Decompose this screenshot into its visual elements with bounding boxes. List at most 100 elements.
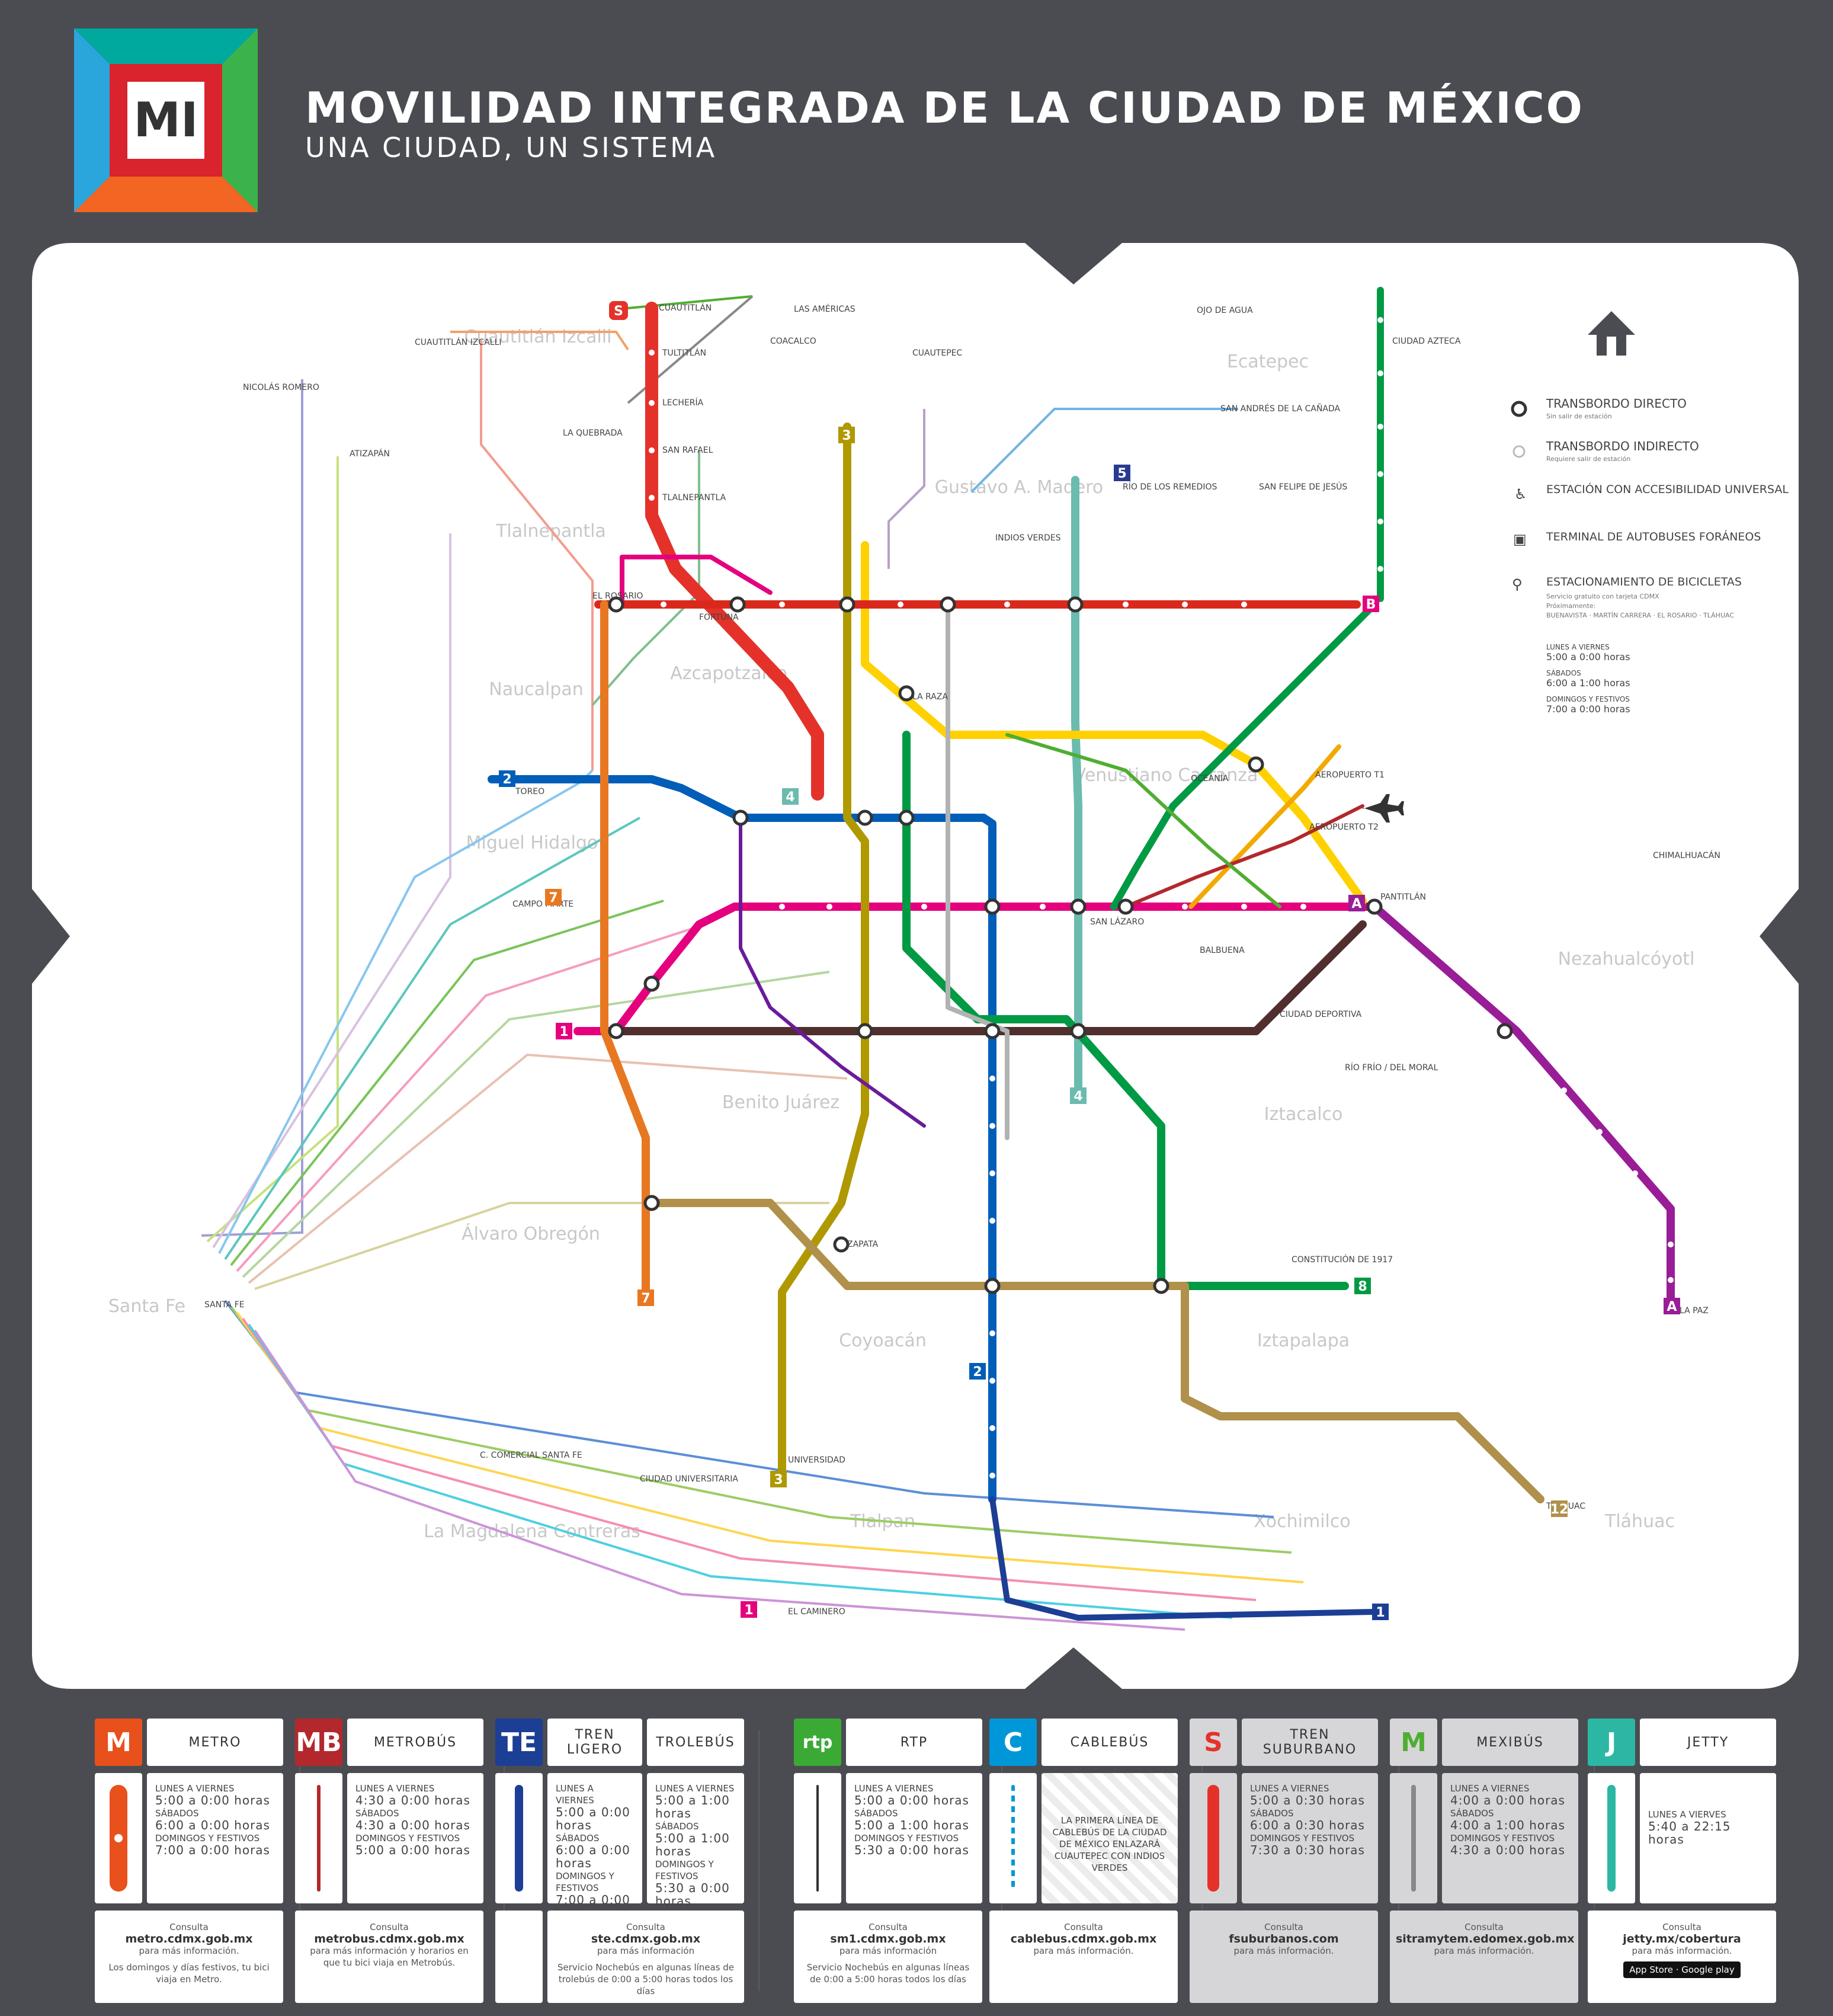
- jetty-label: JETTY: [1640, 1719, 1776, 1766]
- line-suburbano: [645, 302, 824, 801]
- svg-text:A: A: [1351, 897, 1361, 911]
- label-la-paz: LA PAZ: [1680, 1306, 1709, 1316]
- svg-text:3: 3: [774, 1473, 783, 1487]
- label-fortuna: FORTUNA: [699, 613, 739, 622]
- legend-transbordo-indirecto-sub: Requiere salir de estación: [1546, 455, 1630, 463]
- svg-text:4: 4: [1073, 1089, 1082, 1104]
- svg-text:3: 3: [842, 428, 851, 443]
- svg-text:4: 4: [786, 790, 794, 805]
- label-santa-fe: SANTA FE: [204, 1300, 245, 1310]
- label-c-comercial: C. COMERCIAL SANTA FE: [480, 1451, 582, 1460]
- mexibus-icon: M: [1390, 1719, 1437, 1766]
- transit-map[interactable]: Cuautitlán Izcalli Ecatepec Gustavo A. M…: [0, 0, 1833, 1695]
- station-atlalilco: [1153, 1278, 1169, 1294]
- label-zapata: ZAPATA: [847, 1240, 879, 1249]
- metro-lines: [488, 287, 1675, 1621]
- cablebus-url[interactable]: cablebus.cdmx.gob.mx: [1010, 1932, 1157, 1945]
- station-deportivo-18: [940, 596, 956, 613]
- label-chimalhuacan: CHIMALHUACÁN: [1653, 850, 1720, 860]
- rtp-icon: rtp: [794, 1719, 841, 1766]
- svg-text:12: 12: [1550, 1502, 1569, 1517]
- metro-icon: M: [95, 1719, 142, 1766]
- panel-metro: M METRO LUNES A VIERNES 5:00 a 0:00 horas…: [95, 1719, 283, 2003]
- label-coacalco: COACALCO: [770, 337, 816, 346]
- label-rio-remedios: RÍO DE LOS REMEDIOS: [1123, 482, 1217, 492]
- muni-iztacalco: Iztacalco: [1264, 1104, 1343, 1125]
- muni-cuautitlan: Cuautitlán Izcalli: [464, 327, 612, 347]
- rtp-url[interactable]: sm1.cdmx.gob.mx: [830, 1932, 946, 1945]
- panel-jetty: J JETTY LUNES A VIERVES 5:40 a 22:15 hora…: [1588, 1719, 1776, 2003]
- suburbano-info: Consulta fsuburbanos.com para más informa…: [1190, 1911, 1378, 2003]
- suburbano-url[interactable]: fsuburbanos.com: [1229, 1932, 1339, 1945]
- legend-accesibilidad: ESTACIÓN CON ACCESIBILIDAD UNIVERSAL: [1546, 482, 1789, 496]
- metrobus-icon: MB: [295, 1719, 342, 1766]
- svg-text:1: 1: [559, 1025, 568, 1039]
- label-ojo-de-agua: OJO DE AGUA: [1197, 306, 1253, 315]
- trolebus-hours: LUNES A VIERNES 5:00 a 1:00 horas SÁBADOS…: [647, 1773, 744, 1907]
- station-tacuba: [732, 809, 749, 826]
- svg-text:1: 1: [1376, 1605, 1385, 1620]
- legend-bicis-sub: Servicio gratuito con tarjeta CDMX: [1546, 593, 1659, 600]
- logo-text: MI: [133, 92, 198, 148]
- legend-h2: SÁBADOS: [1546, 668, 1581, 677]
- page-subtitle: UNA CIUDAD, UN SISTEMA: [305, 132, 717, 164]
- mexibus-label: MEXIBÚS: [1442, 1719, 1578, 1766]
- station-hidalgo: [857, 809, 873, 826]
- legend-bicis: ESTACIONAMIENTO DE BICICLETAS: [1546, 575, 1742, 588]
- metro-info: Consulta metro.cdmx.gob.mx para más infor…: [95, 1911, 283, 2003]
- metro-url[interactable]: metro.cdmx.gob.mx: [125, 1932, 253, 1945]
- label-pantitlan: PANTITLÁN: [1380, 892, 1426, 902]
- map-board-background: [32, 243, 1799, 1689]
- label-ciudad-azteca: CIUDAD AZTECA: [1392, 337, 1461, 346]
- station-pantitlan: [1366, 898, 1383, 915]
- panel-tren-ligero: TE TREN LIGERO TROLEBÚS LUNES A VIERNES 5…: [495, 1719, 744, 2003]
- service-info-panels: M METRO LUNES A VIERNES 5:00 a 0:00 horas…: [95, 1719, 1776, 2003]
- muni-santa-fe: Santa Fe: [108, 1296, 185, 1317]
- bus-terminal-icon: ▣: [1513, 531, 1527, 548]
- rtp-hours: LUNES A VIERNES 5:00 a 0:00 horas SÁBADOS…: [846, 1773, 982, 1903]
- svg-text:5: 5: [1117, 466, 1126, 481]
- station-martin-carrera: [1067, 596, 1084, 613]
- app-store-badges[interactable]: App Store · Google play: [1623, 1961, 1741, 1978]
- svg-text:S: S: [614, 304, 623, 319]
- muni-iztapalapa: Iztapalapa: [1257, 1330, 1350, 1351]
- line-12: [653, 1199, 1544, 1503]
- svg-text:B: B: [1366, 597, 1376, 612]
- label-indios-verdes: INDIOS VERDES: [995, 533, 1061, 543]
- label-universidad: UNIVERSIDAD: [788, 1455, 845, 1465]
- station-azcapotzalco: [729, 596, 746, 613]
- map-legend: TRANSBORDO DIRECTO Sin salir de estación…: [1511, 396, 1789, 715]
- station-centro-medico: [857, 1023, 873, 1039]
- jetty-url[interactable]: jetty.mx/cobertura: [1623, 1932, 1741, 1945]
- muni-tlahuac: Tláhuac: [1604, 1511, 1675, 1532]
- transfer-indirect-icon: [1512, 445, 1526, 458]
- mexibus-url[interactable]: sitramytem.edomex.gob.mx: [1396, 1932, 1575, 1945]
- metrobus-info: Consulta metrobus.cdmx.gob.mx para más in…: [295, 1911, 483, 2003]
- page-title: MOVILIDAD INTEGRADA DE LA CIUDAD DE MÉXI…: [305, 83, 1584, 133]
- station-chapultepec: [643, 975, 660, 992]
- muni-ecatepec: Ecatepec: [1227, 351, 1309, 372]
- label-san-rafael: SAN RAFAEL: [662, 446, 713, 455]
- label-san-andres: SAN ANDRÉS DE LA CAÑADA: [1220, 404, 1341, 414]
- station-chabacano: [984, 1023, 1001, 1039]
- label-cuautitlan-izcalli: CUAUTITLÁN IZCALLI: [415, 337, 502, 347]
- label-ciudad-universitaria: CIUDAD UNIVERSITARIA: [640, 1474, 738, 1484]
- panel-mexibus: M MEXIBÚS LUNES A VIERNES 4:00 a 0:00 hor…: [1390, 1719, 1578, 2003]
- santa-fe-bundle: [201, 379, 1304, 1631]
- north-arrow-icon: [1588, 311, 1635, 356]
- label-constitucion: CONSTITUCIÓN DE 1917: [1292, 1254, 1393, 1265]
- line-5: [861, 541, 1367, 905]
- station-oceania: [1248, 756, 1264, 773]
- ste-url[interactable]: ste.cdmx.gob.mx: [591, 1932, 701, 1945]
- tren-ligero-hours: LUNES A VIERNES 5:00 a 0:00 horas SÁBADOS…: [547, 1773, 642, 1919]
- line-tren-ligero: [989, 1496, 1377, 1621]
- cablebus-icon: C: [989, 1719, 1037, 1766]
- label-lecheria: LECHERÍA: [662, 398, 704, 408]
- rtp-info: Consulta sm1.cdmx.gob.mx para más informa…: [794, 1911, 982, 2003]
- label-nicolas-romero: NICOLÁS ROMERO: [243, 382, 319, 392]
- metrobus-url[interactable]: metrobus.cdmx.gob.mx: [314, 1932, 464, 1945]
- panel-rtp: rtp RTP LUNES A VIERNES 5:00 a 0:00 horas…: [794, 1719, 982, 2003]
- label-tultitlan: TULTITLÁN: [662, 348, 706, 358]
- label-cuautepec: CUAUTEPEC: [912, 348, 963, 358]
- legend-terminal: TERMINAL DE AUTOBUSES FORÁNEOS: [1546, 530, 1761, 543]
